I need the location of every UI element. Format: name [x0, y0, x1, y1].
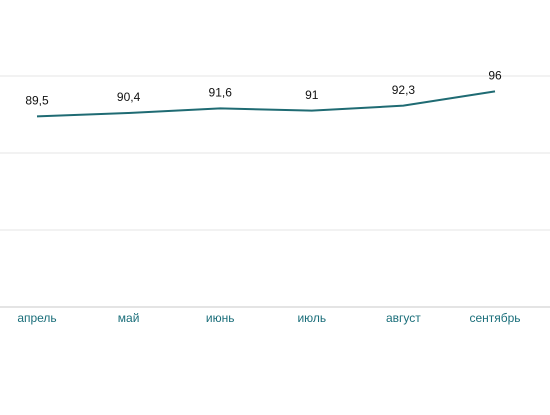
x-tick-label: август — [386, 311, 421, 325]
x-tick-label: июль — [297, 311, 326, 325]
value-label: 96 — [488, 69, 502, 83]
x-tick-label: апрель — [17, 311, 56, 325]
x-tick-label: июнь — [206, 311, 235, 325]
x-tick-label: сентябрь — [469, 311, 520, 325]
x-tick-label: май — [118, 311, 140, 325]
value-label: 91,6 — [209, 86, 233, 100]
value-label: 90,4 — [117, 90, 141, 104]
line — [36, 90, 496, 118]
value-label: 89,5 — [25, 94, 49, 108]
value-label: 91 — [305, 88, 319, 102]
value-label: 92,3 — [392, 83, 416, 97]
